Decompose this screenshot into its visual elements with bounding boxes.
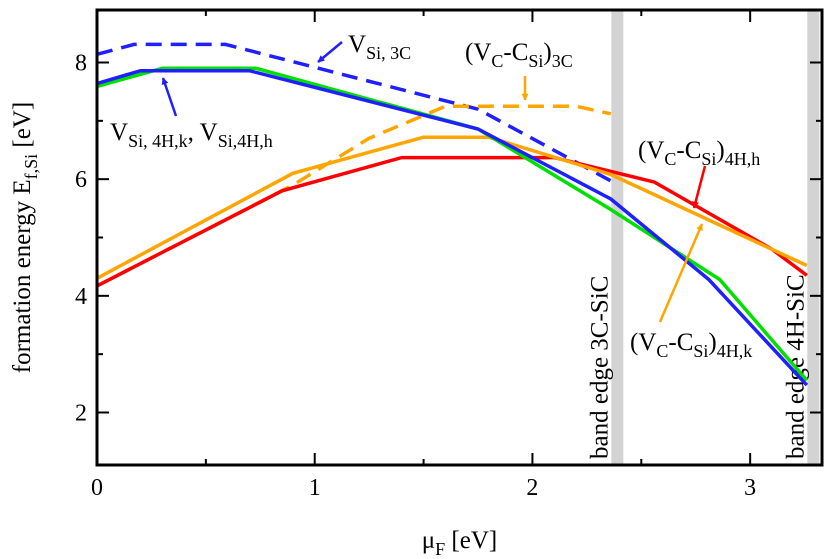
annotation-part: V — [110, 119, 128, 146]
x-axis-label-part: F — [435, 539, 445, 559]
annotation-part: Si — [528, 51, 543, 71]
band-edge-label: band edge 3C-SiC — [586, 276, 613, 459]
annotation-part: (V — [630, 329, 656, 356]
annotation-part: Si — [693, 341, 708, 361]
annotation-part: (V — [638, 137, 664, 164]
y-tick-label: 6 — [75, 167, 87, 193]
annotation-part: -C — [668, 329, 693, 356]
y-axis-label-part: [eV] — [9, 102, 36, 154]
annotation-part: C — [491, 51, 503, 71]
series-line — [96, 42, 612, 183]
band-edge — [611, 10, 624, 465]
annotation-part: Si,4H,h — [218, 131, 273, 151]
y-axis-label-part: f,Si — [21, 154, 41, 180]
annotation-part: ) — [543, 39, 551, 66]
series-line — [96, 66, 809, 382]
annotation-part: Si — [701, 149, 716, 169]
x-tick-label: 2 — [526, 475, 538, 501]
y-axis-label: formation energy Ef,Si [eV] — [9, 102, 41, 374]
annotation-part: C — [656, 341, 668, 361]
annotation-part: , V — [188, 119, 218, 146]
annotation-part: (V — [465, 39, 491, 66]
annotation: VSi, 4H,k, VSi,4H,h — [110, 119, 273, 151]
annotation-part: ) — [716, 137, 724, 164]
annotation-arrow — [161, 77, 178, 117]
annotation-part: V — [348, 31, 366, 58]
band-edge — [807, 10, 820, 465]
x-tick-label: 3 — [744, 475, 756, 501]
x-axis-label-part: [eV] — [445, 527, 497, 554]
y-tick-label: 4 — [75, 284, 87, 310]
x-axis-label-part: μ — [422, 527, 435, 554]
annotation-part: Si, 3C — [366, 43, 411, 63]
annotation-part: 4H,h — [725, 149, 761, 169]
annotation-part: 4H,k — [717, 341, 753, 361]
y-axis-label-part: formation energy E — [9, 179, 36, 373]
annotation-arrow — [317, 41, 343, 63]
series-line — [96, 135, 808, 280]
annotation-arrow — [658, 223, 704, 323]
annotation: (VC-CSi)3C — [465, 39, 573, 71]
x-tick-label: 0 — [91, 475, 103, 501]
x-tick-label: 1 — [309, 475, 321, 501]
plot-frame — [95, 8, 824, 467]
y-tick-label: 8 — [75, 51, 87, 77]
annotation-part: ) — [708, 329, 716, 356]
x-axis-label: μF [eV] — [422, 527, 497, 559]
annotation-part: Si, 4H,k — [128, 131, 188, 151]
annotation-part: 3C — [552, 51, 573, 71]
annotation: (VC-CSi)4H,h — [638, 137, 760, 169]
series-line — [96, 68, 809, 387]
annotation-part: C — [664, 149, 676, 169]
annotation: (VC-CSi)4H,k — [630, 329, 752, 361]
annotation-arrow — [692, 165, 707, 209]
annotation: VSi, 3C — [348, 31, 411, 63]
y-tick-label: 2 — [75, 401, 87, 427]
annotation-part: -C — [503, 39, 528, 66]
annotation-part: -C — [676, 137, 701, 164]
